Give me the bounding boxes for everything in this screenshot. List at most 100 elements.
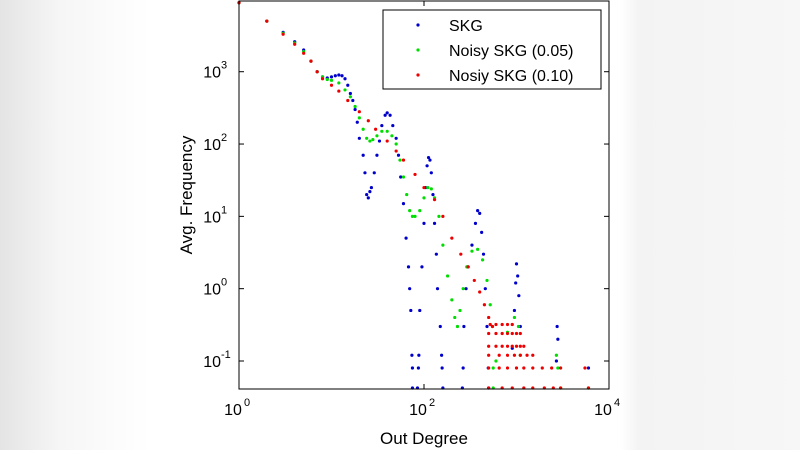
data-point-series-0 <box>369 185 374 190</box>
data-point-series-0 <box>346 83 350 87</box>
data-point-series-0 <box>462 324 466 329</box>
data-point-series-1 <box>437 214 441 218</box>
data-point-series-2 <box>497 353 501 357</box>
data-point-series-0 <box>340 74 344 78</box>
data-point-series-1 <box>325 77 329 82</box>
y-tick-exponent: 1 <box>221 204 227 216</box>
data-point-series-1 <box>408 209 412 213</box>
y-tick-label: 10 <box>203 137 221 154</box>
data-point-series-0 <box>517 294 521 298</box>
data-point-series-2 <box>265 19 269 23</box>
data-point-series-0 <box>401 202 406 206</box>
data-point-series-1 <box>461 287 465 291</box>
data-point-series-2 <box>385 139 389 143</box>
data-points <box>237 1 591 390</box>
y-tick-exponent: -1 <box>221 349 231 361</box>
data-point-series-0 <box>512 308 517 313</box>
data-point-series-1 <box>365 136 369 140</box>
data-point-series-2 <box>374 127 378 131</box>
y-tick-label: 10 <box>203 354 221 371</box>
data-point-series-2 <box>518 353 522 357</box>
data-point-series-1 <box>429 187 433 191</box>
data-point-series-1 <box>446 274 450 278</box>
data-point-series-0 <box>348 91 352 96</box>
data-point-series-1 <box>410 214 415 218</box>
data-point-series-0 <box>464 287 468 291</box>
data-point-series-2 <box>510 331 514 336</box>
data-point-series-0 <box>366 196 370 200</box>
data-point-series-0 <box>476 209 480 213</box>
data-point-series-0 <box>329 75 334 79</box>
y-tick-label: 10 <box>203 209 221 226</box>
data-point-series-1 <box>422 196 426 200</box>
ticks: 10 0 10 2 10 410 -110 010 110 210 3 <box>203 1 620 419</box>
data-point-series-0 <box>586 366 591 370</box>
data-point-series-0 <box>391 123 395 128</box>
data-point-series-0 <box>428 158 432 162</box>
data-point-series-2 <box>441 214 445 218</box>
data-point-series-2 <box>401 158 406 162</box>
data-point-series-0 <box>481 252 486 256</box>
data-point-series-0 <box>351 98 355 103</box>
data-point-series-2 <box>293 42 297 46</box>
data-point-series-1 <box>554 353 559 357</box>
legend-marker-skg <box>416 23 420 27</box>
data-point-series-0 <box>514 281 518 285</box>
legend-marker-noisy-010 <box>416 73 420 77</box>
data-point-series-0 <box>434 252 438 256</box>
data-point-series-0 <box>337 73 341 77</box>
y-tick-exponent: 3 <box>221 60 227 72</box>
data-point-series-2 <box>478 290 482 294</box>
data-point-series-1 <box>405 192 409 197</box>
data-point-series-1 <box>426 185 430 190</box>
data-point-series-0 <box>440 353 444 357</box>
data-point-series-0 <box>554 359 559 363</box>
data-point-series-2 <box>472 278 476 283</box>
data-point-series-1 <box>458 308 462 313</box>
data-point-series-0 <box>408 287 412 291</box>
data-point-series-2 <box>337 89 341 93</box>
data-point-series-0 <box>385 111 389 115</box>
data-point-series-1 <box>394 142 398 146</box>
data-point-series-2 <box>525 353 529 357</box>
data-point-series-1 <box>357 116 361 120</box>
data-point-series-1 <box>441 243 445 247</box>
data-point-series-2 <box>309 59 313 63</box>
data-point-series-2 <box>505 353 510 357</box>
x-tick-label: 10 <box>409 402 427 419</box>
data-point-series-0 <box>438 324 442 329</box>
data-point-series-0 <box>363 171 367 175</box>
data-point-series-1 <box>453 315 457 320</box>
data-point-series-1 <box>375 134 379 138</box>
data-point-series-1 <box>485 278 489 283</box>
data-point-series-0 <box>417 353 421 357</box>
data-point-series-0 <box>361 153 365 157</box>
data-point-series-1 <box>488 303 492 307</box>
data-point-series-2 <box>487 353 491 357</box>
data-point-series-0 <box>470 243 474 247</box>
data-point-series-2 <box>494 331 498 336</box>
data-point-series-0 <box>377 139 382 143</box>
x-axis-label: Out Degree <box>380 429 468 448</box>
data-point-series-2 <box>514 366 519 370</box>
x-tick-label: 10 <box>224 402 242 419</box>
data-point-series-2 <box>346 98 350 103</box>
data-point-series-2 <box>394 149 398 153</box>
data-point-series-1 <box>337 81 341 85</box>
data-point-series-2 <box>487 331 491 336</box>
data-point-series-0 <box>480 230 484 234</box>
data-point-series-0 <box>355 120 359 124</box>
data-point-series-2 <box>505 322 510 327</box>
data-point-series-2 <box>510 322 514 327</box>
data-point-series-1 <box>343 88 347 92</box>
data-point-series-1 <box>556 366 560 370</box>
data-point-series-1 <box>470 249 474 253</box>
data-point-series-0 <box>368 189 372 194</box>
data-point-series-1 <box>476 247 480 251</box>
data-point-series-0 <box>353 107 357 112</box>
data-point-series-1 <box>413 214 417 218</box>
data-point-series-2 <box>505 344 510 348</box>
data-point-series-0 <box>432 221 437 225</box>
x-tick-label: 10 <box>594 402 612 419</box>
